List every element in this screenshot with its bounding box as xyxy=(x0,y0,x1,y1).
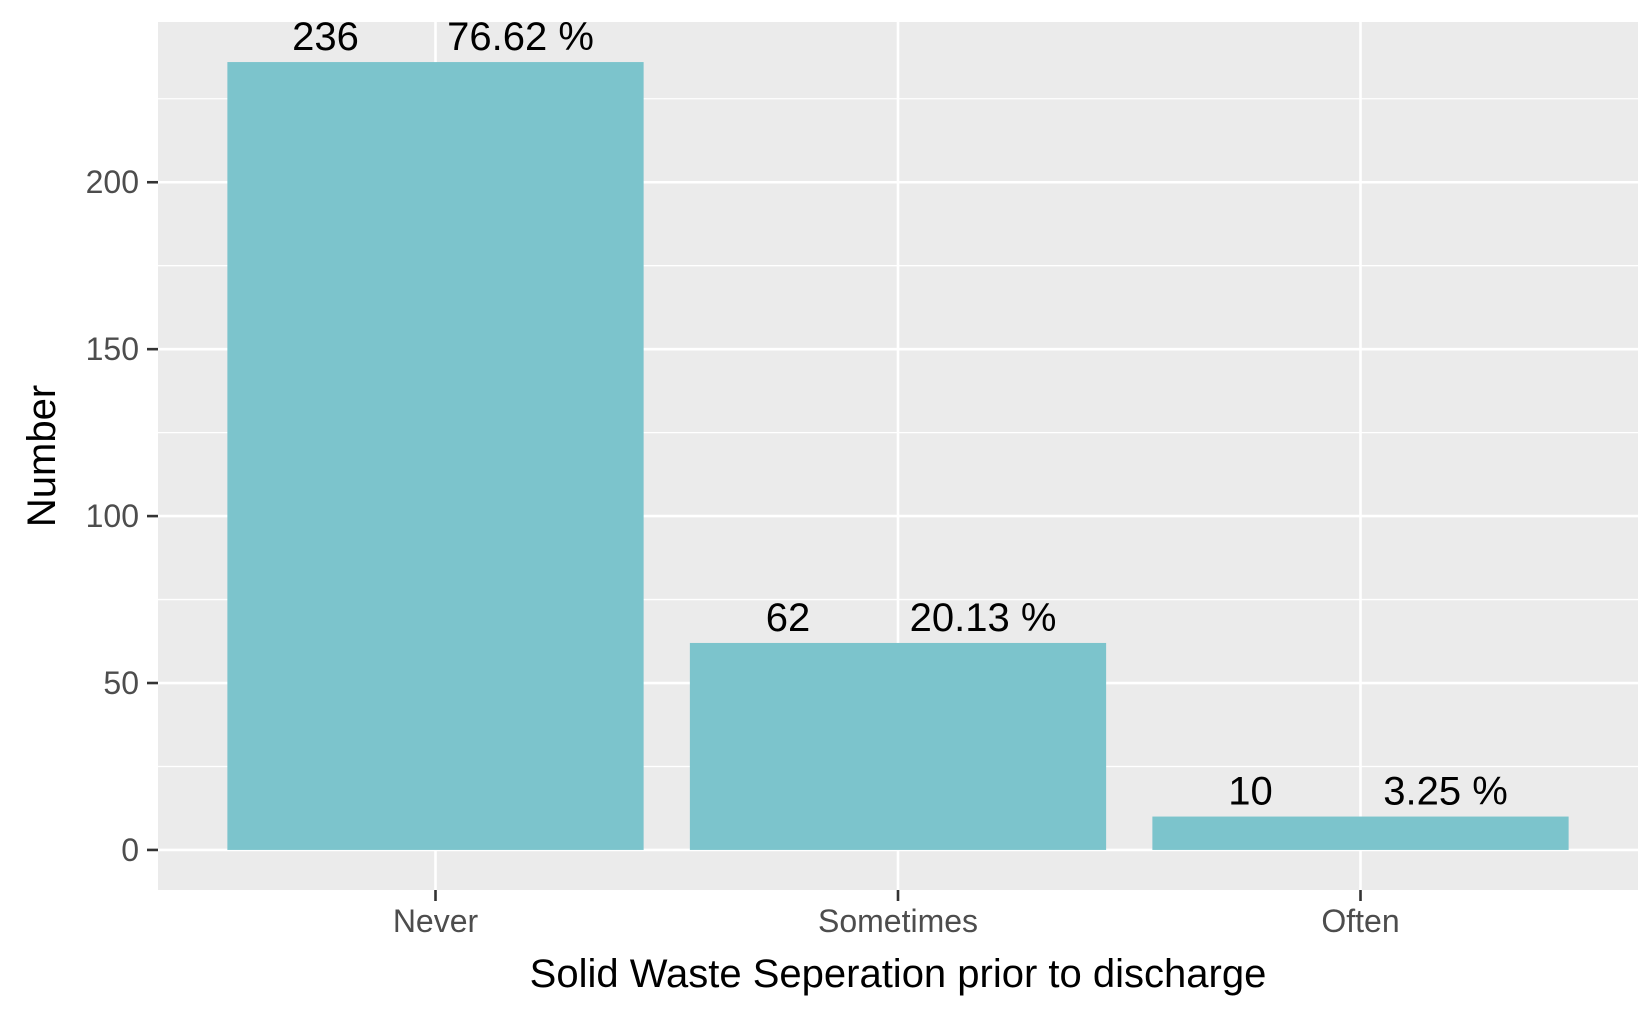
x-axis: Never Sometimes Often xyxy=(393,890,1400,939)
x-tick-label: Often xyxy=(1321,903,1399,939)
y-tick-label: 50 xyxy=(103,665,139,701)
percent-label: 3.25 % xyxy=(1383,770,1508,814)
percent-label: 76.62 % xyxy=(447,15,594,59)
bar-often xyxy=(1152,816,1569,850)
y-tick-label: 200 xyxy=(86,164,139,200)
x-tick-label: Sometimes xyxy=(818,903,978,939)
bars xyxy=(227,62,1569,850)
y-axis: 0 50 100 150 200 xyxy=(86,164,158,868)
y-tick-label: 100 xyxy=(86,498,139,534)
count-label: 62 xyxy=(766,596,811,640)
count-label: 236 xyxy=(292,15,359,59)
data-labels: 236 76.62 % 62 20.13 % 10 3.25 % xyxy=(292,15,1508,813)
y-tick-label: 150 xyxy=(86,331,139,367)
bar-sometimes xyxy=(689,642,1107,850)
y-tick-label: 0 xyxy=(121,832,139,868)
y-axis-title: Number xyxy=(20,385,64,527)
count-label: 10 xyxy=(1228,770,1273,814)
bar-never xyxy=(227,62,644,850)
x-tick-label: Never xyxy=(393,903,479,939)
percent-label: 20.13 % xyxy=(910,596,1057,640)
x-axis-title: Solid Waste Seperation prior to discharg… xyxy=(530,952,1267,996)
